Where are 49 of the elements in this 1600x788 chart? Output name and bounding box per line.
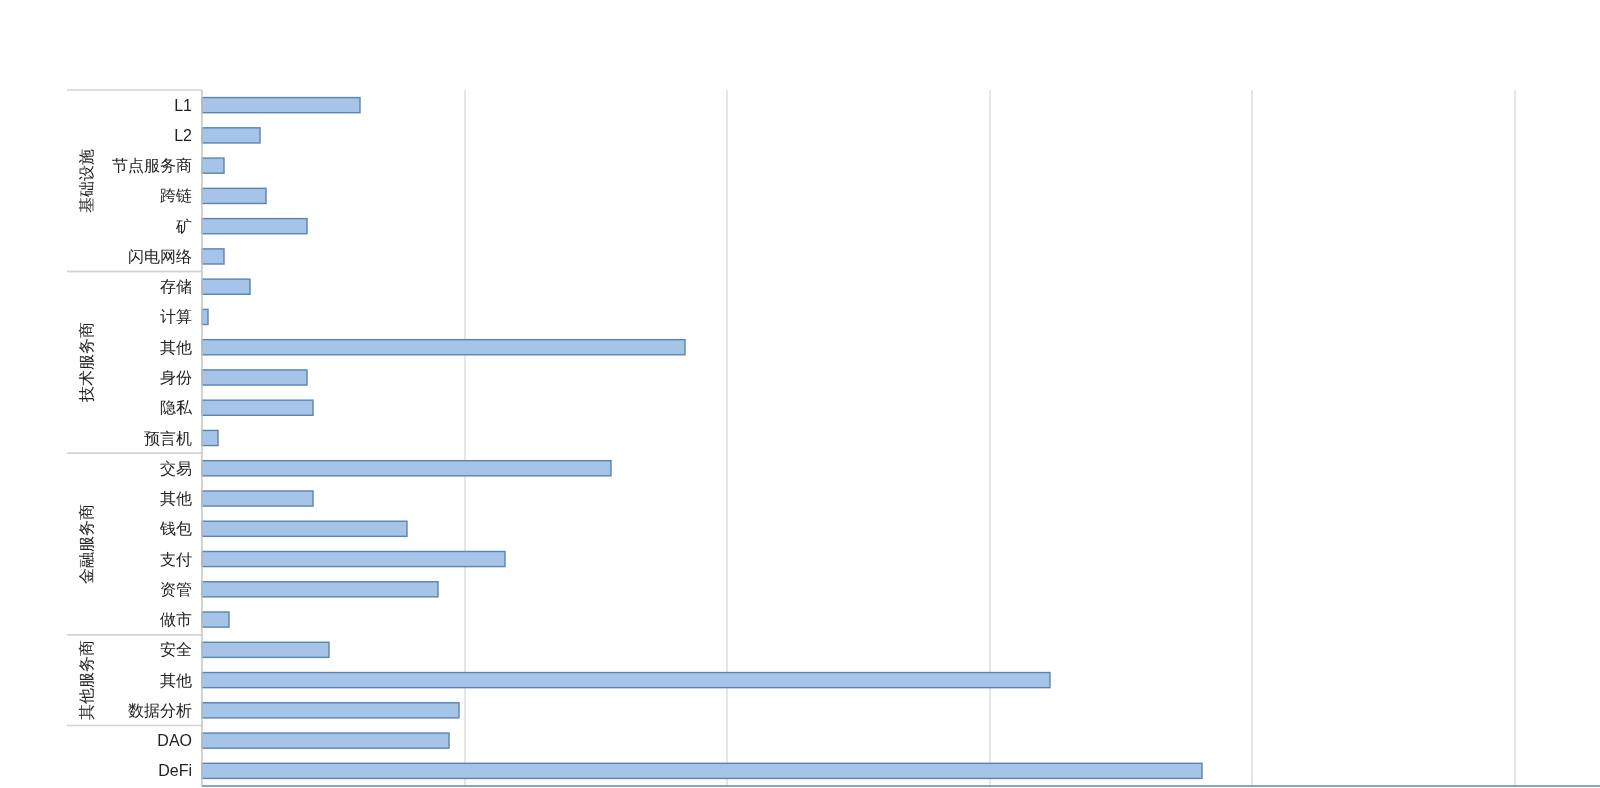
y-tick-label: 预言机 <box>144 429 192 447</box>
bar <box>201 671 1051 689</box>
bar <box>201 369 308 386</box>
text: 其他服务商 <box>77 640 95 721</box>
bar <box>201 127 261 144</box>
y-tick-label: 隐私 <box>160 399 193 417</box>
y-tick-label: 存储 <box>160 278 192 296</box>
bar <box>201 611 230 628</box>
y-tick-label: 钱包 <box>159 520 192 538</box>
bar <box>201 96 361 114</box>
y-tick-label: DAO <box>157 732 192 750</box>
bar <box>201 550 506 568</box>
text: 基础设施 <box>77 148 95 213</box>
y-tick-label: 身份 <box>160 368 192 386</box>
y-tick-label: 做市 <box>160 611 192 629</box>
bar <box>201 520 408 538</box>
y-tick-label: 交易 <box>160 459 192 477</box>
y-tick-label: 其他 <box>160 671 192 689</box>
bar <box>201 641 330 659</box>
y-tick-label: 资管 <box>160 580 192 598</box>
bar <box>201 762 1203 780</box>
y-tick-label: 数据分析 <box>128 701 192 719</box>
y-tick-label: 其他 <box>160 490 192 508</box>
y-tick-label: 闪电网络 <box>128 247 192 265</box>
bar <box>201 581 439 598</box>
y-tick-label: DeFi <box>158 762 192 780</box>
bar <box>201 157 225 174</box>
y-tick-label: 支付 <box>160 550 192 568</box>
text: 技术服务商 <box>77 322 95 404</box>
text: 金融服务商 <box>77 503 95 584</box>
bar <box>201 217 308 235</box>
bar <box>201 460 612 477</box>
bar <box>201 490 314 507</box>
bar <box>201 187 267 205</box>
y-tick-label: 节点服务商 <box>112 157 192 175</box>
y-tick-label: 计算 <box>160 308 192 326</box>
bar <box>201 399 314 416</box>
bar <box>201 429 219 447</box>
y-tick-label: 跨链 <box>160 187 192 205</box>
y-tick-label: 其他 <box>160 338 192 356</box>
bar <box>201 702 460 719</box>
y-tick-label: L2 <box>174 126 193 144</box>
bar <box>201 278 251 295</box>
y-tick-label: L1 <box>174 96 193 114</box>
y-tick-label: 矿 <box>175 217 192 235</box>
bar <box>201 248 225 265</box>
bar <box>201 732 450 749</box>
y-tick-label: 安全 <box>160 641 192 659</box>
bar <box>201 338 686 356</box>
